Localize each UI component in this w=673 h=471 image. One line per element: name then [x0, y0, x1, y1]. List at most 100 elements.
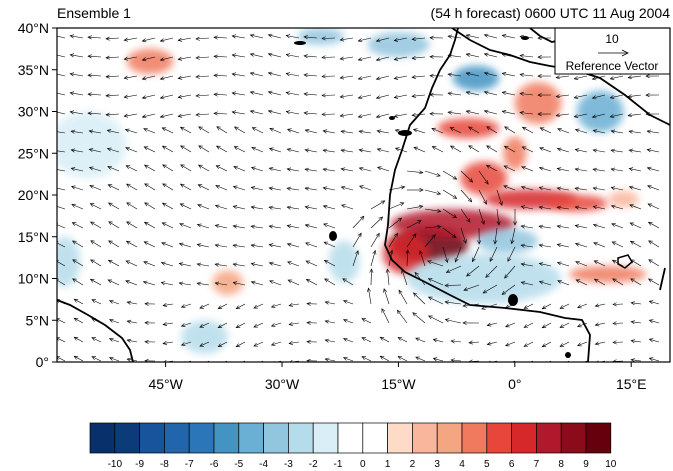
- wind-vector: [501, 34, 516, 39]
- wind-vector: [141, 37, 156, 43]
- wind-vector: [249, 52, 264, 58]
- colorbar-swatch: [114, 422, 140, 454]
- wind-vector: [358, 166, 372, 172]
- wind-vector: [303, 73, 318, 78]
- wind-vector: [324, 319, 336, 324]
- wind-vector: [232, 205, 246, 210]
- wind-vector: [73, 317, 84, 324]
- lat-tick-label: 40°N: [18, 20, 49, 36]
- wind-vector: [89, 203, 102, 210]
- wind-vector: [267, 109, 282, 115]
- wind-vector: [321, 93, 336, 98]
- wind-vector: [609, 113, 624, 118]
- wind-vector: [594, 303, 606, 308]
- wind-vector: [504, 265, 516, 279]
- wind-vector: [415, 337, 426, 343]
- wind-vector: [648, 319, 660, 324]
- wind-vector: [232, 262, 246, 267]
- wind-vector: [559, 303, 570, 309]
- wind-vector: [57, 129, 66, 134]
- wind-vector: [108, 356, 120, 362]
- wind-vector: [57, 111, 66, 115]
- wind-vector: [303, 111, 318, 116]
- wind-vector: [268, 224, 282, 229]
- colorbar-swatch: [164, 422, 190, 454]
- wind-vector: [321, 112, 336, 117]
- wind-vector: [573, 75, 588, 80]
- wind-vector: [538, 280, 552, 286]
- wind-vector: [646, 129, 660, 134]
- wind-vector: [393, 37, 408, 42]
- wind-vector: [303, 35, 318, 40]
- wind-vector: [179, 223, 192, 229]
- colorbar-swatch: [362, 422, 388, 454]
- wind-vector: [250, 205, 264, 210]
- wind-vector: [648, 300, 660, 305]
- wind-vector: [447, 34, 462, 39]
- wind-vector: [232, 224, 246, 229]
- wind-vector: [592, 186, 606, 191]
- wind-vector: [375, 94, 390, 100]
- wind-vector: [610, 167, 624, 172]
- wind-vector: [324, 338, 336, 343]
- shading-cell: [367, 32, 430, 58]
- shading-cell: [390, 209, 515, 240]
- wind-vector: [123, 113, 138, 118]
- wind-vector: [468, 340, 480, 345]
- wind-vector: [251, 127, 264, 134]
- wind-vector: [141, 75, 156, 81]
- wind-vector: [196, 281, 210, 286]
- wind-vector: [69, 34, 84, 39]
- wind-vector: [489, 246, 498, 263]
- shading-cell: [607, 190, 639, 208]
- colorbar-label: 3: [434, 459, 440, 470]
- wind-vector: [541, 303, 552, 310]
- wind-vector: [537, 93, 552, 98]
- wind-vector: [123, 56, 138, 61]
- wind-vector: [555, 113, 570, 118]
- wind-vector: [159, 113, 174, 119]
- wind-vector: [125, 280, 138, 286]
- africa-east-interior-line: [659, 267, 666, 291]
- wind-vector: [447, 91, 462, 96]
- wind-vector: [442, 246, 449, 264]
- wind-vector: [89, 221, 102, 229]
- wind-vector: [197, 184, 210, 191]
- colorbar-label: -9: [135, 459, 144, 470]
- wind-vector: [611, 241, 624, 248]
- wind-vector: [645, 93, 660, 98]
- wind-vector: [231, 53, 246, 58]
- wind-vector: [125, 240, 138, 248]
- wind-vector: [340, 148, 354, 153]
- wind-vector: [89, 184, 102, 191]
- wind-vector: [268, 186, 282, 191]
- wind-vector: [521, 126, 534, 134]
- wind-vector: [648, 240, 660, 248]
- wind-vector: [519, 72, 534, 77]
- wind-vector: [432, 357, 444, 362]
- wind-vector: [199, 322, 210, 328]
- wind-vector: [628, 129, 642, 134]
- wind-vector: [288, 302, 300, 307]
- wind-vector: [444, 318, 462, 324]
- colorbar-label: 0: [360, 459, 366, 470]
- wind-vector: [465, 109, 480, 115]
- wind-vector: [361, 356, 372, 362]
- wind-vector: [505, 322, 516, 328]
- colorbar-label: -8: [160, 459, 169, 470]
- wind-vector: [493, 227, 498, 245]
- wind-vector: [195, 93, 210, 98]
- wind-vector: [235, 341, 246, 348]
- wind-vector: [141, 94, 156, 100]
- wind-vector: [393, 56, 408, 61]
- wind-vector: [214, 281, 228, 286]
- colorbar-label: 5: [484, 459, 490, 470]
- wind-vector: [555, 75, 570, 80]
- wind-vector: [379, 336, 390, 343]
- wind-vector: [340, 185, 354, 191]
- wind-vector: [520, 243, 534, 248]
- shading-cell: [181, 320, 228, 354]
- wind-vector: [144, 183, 156, 191]
- colorbar-swatch: [560, 422, 587, 454]
- wind-vector: [196, 243, 210, 248]
